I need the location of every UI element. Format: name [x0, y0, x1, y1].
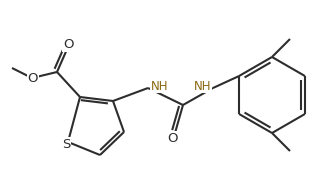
- Text: S: S: [62, 138, 70, 150]
- Text: NH: NH: [194, 80, 211, 92]
- Text: NH: NH: [151, 80, 168, 92]
- Text: O: O: [63, 38, 73, 52]
- Text: O: O: [168, 132, 178, 144]
- Text: O: O: [28, 72, 38, 84]
